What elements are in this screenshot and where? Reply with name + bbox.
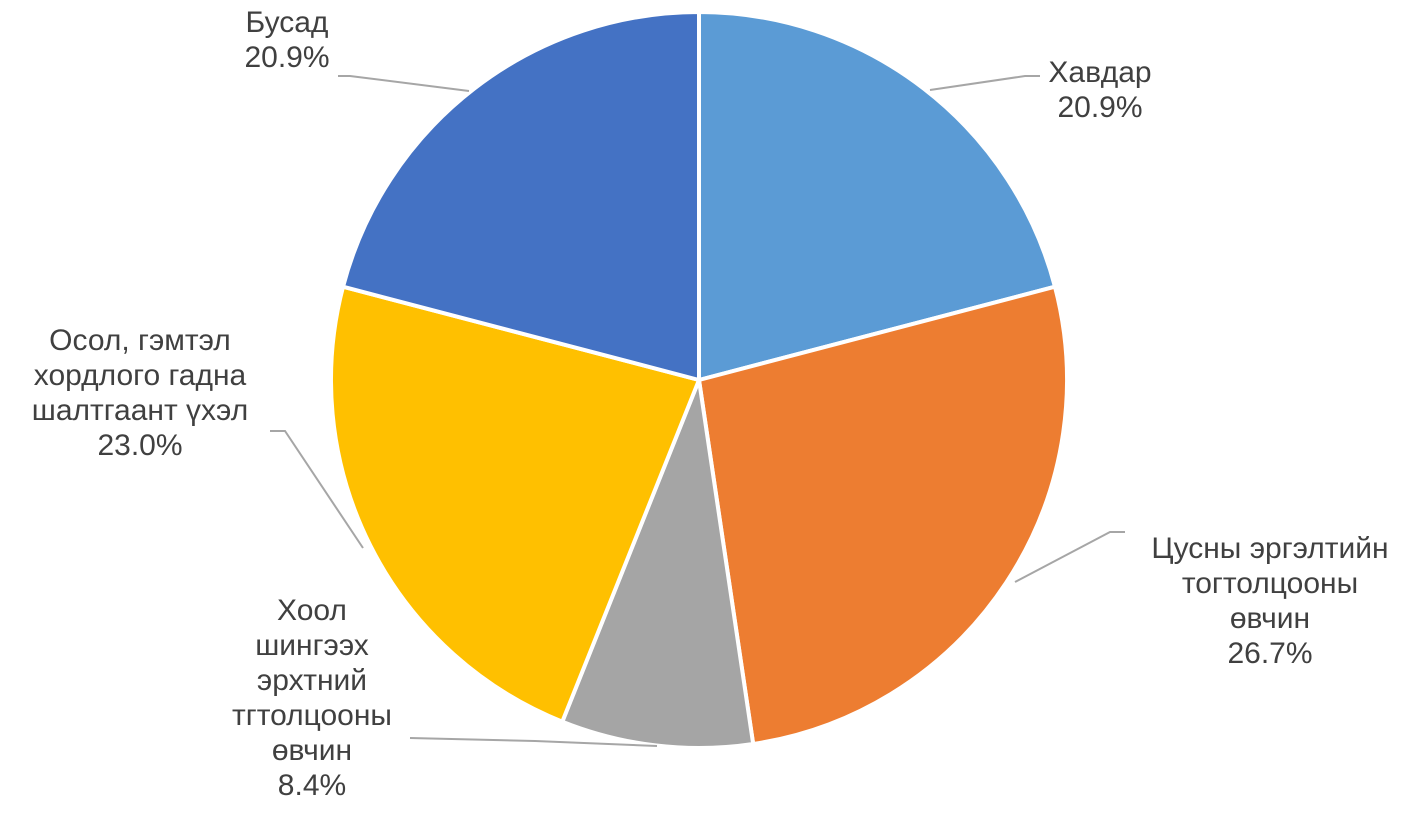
leader-line-3 (270, 430, 364, 549)
leader-lines-layer (270, 75, 1125, 747)
slice-name-line: Хавдар (1048, 56, 1151, 89)
slice-name-line: өвчин (1230, 602, 1310, 635)
slice-name-line: Осол, гэмтэл (49, 324, 231, 357)
slice-name-line: Бусад (246, 6, 329, 39)
slice-name-line: тогтолцооны (1182, 567, 1358, 600)
pie-slice-0 (697, 10, 1057, 382)
slice-percent-label: 23.0% (97, 429, 182, 462)
leader-line-2 (409, 737, 658, 747)
leader-line-4 (338, 75, 470, 92)
data-label-1: Цусны эргэлтийн тогтолцооны өвчин 26.7% (1151, 532, 1388, 670)
leader-line-0 (929, 75, 1040, 91)
data-label-0: Хавдар 20.9% (1048, 56, 1151, 124)
slice-name-line: Цусны эргэлтийн (1151, 532, 1388, 565)
slice-name-line: өвчин (272, 734, 352, 767)
data-label-4: Бусад 20.9% (244, 6, 329, 74)
pie-slice-1 (697, 284, 1070, 746)
data-label-3: Осол, гэмтэл хордлого гадна шалтгаант үхэл… (32, 324, 248, 462)
slices-layer (328, 10, 1070, 750)
data-label-2: Хоол шингээх эрхтний тгтолцооны өвчин 8.4% (232, 594, 392, 802)
leader-line-1 (1014, 531, 1125, 583)
slice-percent-label: 20.9% (244, 41, 329, 74)
slice-name-line: тгтолцооны (232, 699, 392, 732)
slice-name-line: эрхтний (257, 664, 367, 697)
slice-name-line: Хоол (277, 594, 347, 627)
slice-name-line: шалтгаант үхэл (32, 394, 248, 427)
pie-slice-3 (328, 284, 701, 724)
slice-percent-label: 8.4% (278, 769, 346, 802)
slice-percent-label: 20.9% (1057, 91, 1142, 124)
labels-layer: Хавдар 20.9%Цусны эргэлтийн тогтолцооны өвч… (32, 6, 1389, 802)
pie-slice-4 (341, 10, 701, 382)
slice-name-line: хордлого гадна (34, 359, 247, 392)
slice-name-line: шингээх (255, 629, 369, 662)
slice-percent-label: 26.7% (1227, 637, 1312, 670)
